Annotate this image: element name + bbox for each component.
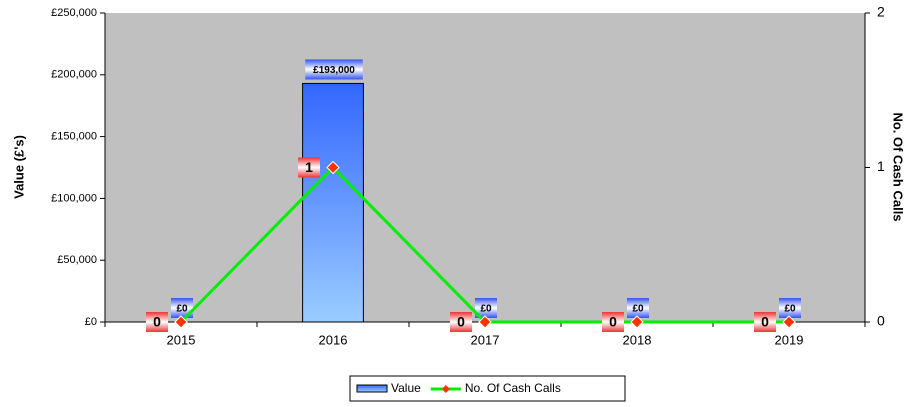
data-label-box [779,298,801,318]
data-label-group: 0 [146,312,168,332]
data-label: £0 [784,304,796,315]
data-label-box [305,59,363,80]
data-label: 1 [305,159,313,175]
legend-box [349,375,626,402]
data-label: £0 [480,304,492,315]
data-label: 0 [609,314,617,330]
line-marker [326,160,340,175]
data-label: £193,000 [313,65,355,76]
y-tick-label: £200,000 [51,69,97,81]
line-marker [630,315,644,329]
y-tick-label: £0 [85,316,97,328]
data-label-box [475,298,497,318]
y-tick-label: £100,000 [51,192,97,204]
y-axis-label: Value (£'s) [11,135,26,199]
data-label-box [146,312,168,332]
line-marker [782,315,796,329]
legend-swatch [356,384,388,393]
data-label-box [171,298,193,318]
data-label-group: 0 [450,312,472,332]
legend: Value No. Of Cash Calls [349,375,626,402]
line-marker [478,315,492,329]
y2-axis-label: No. Of Cash Calls [891,112,906,221]
data-label-group: 0 [602,312,624,332]
data-label-group: £0 [475,298,497,318]
data-label: £0 [176,304,188,315]
y2-tick-label: 0 [877,313,885,329]
data-label-group: 0 [754,312,776,332]
line-marker [174,315,188,329]
legend-marker [441,385,450,393]
plot-area [105,13,865,322]
y2-tick-label: 1 [877,158,885,174]
x-tick-label: 2019 [775,332,804,347]
x-tick-label: 2015 [167,332,196,347]
data-label: 0 [761,314,769,330]
data-label: 0 [457,314,465,330]
data-label: 0 [153,314,161,330]
data-label-box [450,312,472,332]
x-tick-label: 2016 [319,332,348,347]
data-label-group: 1 [298,157,320,178]
data-label-box [298,157,320,178]
data-label-box [754,312,776,332]
bar [302,82,364,323]
x-tick-label: 2018 [623,332,652,347]
data-label-group: £0 [171,298,193,318]
y-tick-label: £250,000 [51,7,97,19]
data-label: £0 [632,304,644,315]
legend-label: Value [391,381,421,395]
data-label-group: £0 [779,298,801,318]
data-label-box [627,298,649,318]
data-label-group: £0 [627,298,649,318]
legend-label: No. Of Cash Calls [465,381,561,395]
x-tick-label: 2017 [471,332,500,347]
y-tick-label: £50,000 [57,254,97,266]
data-label-box [602,312,624,332]
data-label-group: £193,000 [305,59,363,80]
y2-tick-label: 2 [877,4,885,20]
y-tick-label: £150,000 [51,131,97,143]
